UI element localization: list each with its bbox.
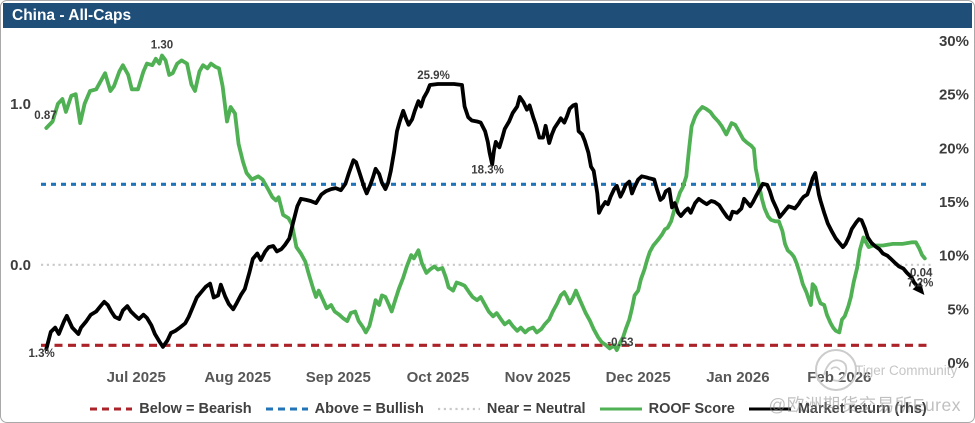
chart-title-bar: China - All-Caps — [3, 3, 972, 28]
data-label-0.87: 0.87 — [34, 110, 56, 122]
x-axis-month-label: Nov 2025 — [505, 369, 571, 386]
x-axis-month-label: Dec 2025 — [606, 369, 671, 386]
right-axis-tick-label: 0% — [947, 355, 969, 372]
right-axis-tick-label: 30% — [939, 33, 969, 50]
x-axis-month-label: Feb 2026 — [807, 369, 871, 386]
legend-label: Near = Neutral — [486, 401, 586, 417]
chart-title: China - All-Caps — [12, 6, 132, 24]
legend-label: Below = Bearish — [139, 401, 252, 417]
legend-item-near-neutral: Near = Neutral — [436, 401, 586, 417]
legend-swatch-dotted-icon — [437, 407, 480, 411]
legend-label: ROOF Score — [648, 401, 735, 417]
chart-legend: Below = Bearish Above = Bullish Near = Neu… — [41, 401, 974, 417]
data-label-1.3%: 1.3% — [28, 348, 54, 360]
legend-swatch-solid-icon — [748, 407, 791, 411]
data-label-7.2%: 7.2% — [907, 278, 933, 290]
legend-label: Market return (rhs) — [797, 401, 927, 417]
data-label-1.30: 1.30 — [151, 40, 173, 52]
data-label-0.53: -0.53 — [607, 337, 633, 349]
series-end-arrow — [912, 282, 925, 295]
legend-label: Above = Bullish — [314, 401, 424, 417]
data-label-25.9%: 25.9% — [417, 70, 450, 82]
legend-swatch-dashed-icon — [90, 407, 133, 411]
series-roof-score — [44, 53, 927, 353]
legend-swatch-solid-icon — [599, 407, 642, 411]
left-axis-tick-label: 0.0 — [10, 257, 31, 274]
left-axis-tick-label: 1.0 — [10, 96, 31, 113]
right-axis-tick-label: 25% — [939, 87, 969, 104]
x-axis-month-label: Jul 2025 — [107, 369, 166, 386]
legend-item-market-return-rhs: Market return (rhs) — [747, 401, 927, 417]
x-axis-month-label: Jan 2026 — [706, 369, 769, 386]
x-axis-month-label: Oct 2025 — [407, 369, 470, 386]
legend-item-below-bearish: Below = Bearish — [88, 401, 252, 417]
right-axis-tick-label: 15% — [939, 194, 969, 211]
legend-item-roof-score: ROOF Score — [598, 401, 735, 417]
data-label-18.3%: 18.3% — [471, 165, 504, 177]
right-axis-tick-label: 20% — [939, 140, 969, 157]
x-axis-month-label: Sep 2025 — [306, 369, 371, 386]
legend-swatch-dashed-icon — [265, 407, 308, 411]
right-axis-tick-label: 5% — [947, 301, 969, 318]
x-axis-month-label: Aug 2025 — [204, 369, 271, 386]
right-axis-tick-label: 10% — [939, 248, 969, 265]
series-market-return-rhs — [44, 82, 919, 351]
data-label-0.04: 0.04 — [910, 267, 933, 279]
legend-item-above-bullish: Above = Bullish — [264, 401, 424, 417]
